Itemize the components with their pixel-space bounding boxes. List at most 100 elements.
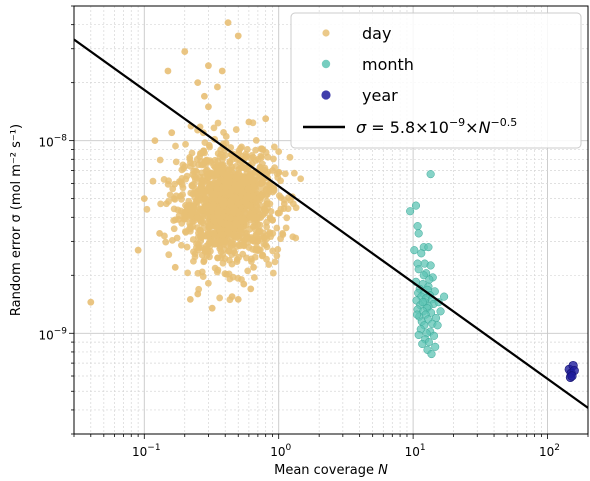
- day-point: [194, 269, 202, 277]
- day-point: [201, 203, 209, 210]
- legend: day month year σ = 5.8×10−9×N−0.5: [290, 12, 582, 149]
- day-point: [258, 252, 266, 260]
- day-point: [206, 253, 213, 261]
- day-point: [226, 214, 234, 222]
- day-point: [202, 167, 210, 175]
- day-point: [220, 220, 228, 228]
- day-point: [181, 48, 189, 55]
- day-point: [221, 255, 229, 262]
- day-point: [203, 156, 211, 164]
- day-point: [216, 294, 224, 302]
- day-point: [210, 179, 218, 187]
- day-point: [253, 203, 261, 210]
- x-tick-label: 10−1: [132, 443, 161, 459]
- month-point: [426, 170, 435, 179]
- day-point: [170, 195, 178, 203]
- month-point: [427, 350, 436, 359]
- day-point: [232, 219, 240, 227]
- day-point: [192, 167, 199, 175]
- day-point: [227, 199, 235, 207]
- day-point: [165, 198, 172, 205]
- day-point: [193, 155, 201, 163]
- day-point: [216, 196, 224, 203]
- day-point: [252, 146, 259, 154]
- month-point: [426, 261, 435, 270]
- series-day: [87, 19, 305, 312]
- day-point: [241, 197, 248, 205]
- day-point: [172, 158, 180, 166]
- day-point: [273, 224, 281, 232]
- day-point: [220, 237, 228, 245]
- day-point: [250, 192, 257, 200]
- day-point: [214, 119, 222, 127]
- day-point: [252, 157, 260, 164]
- day-point: [172, 142, 179, 150]
- day-point: [214, 83, 221, 91]
- month-point: [417, 249, 426, 258]
- day-point: [87, 298, 95, 306]
- day-point: [262, 115, 270, 123]
- day-point: [218, 67, 226, 75]
- day-point: [134, 246, 142, 254]
- day-point: [297, 175, 305, 183]
- day-point: [183, 206, 191, 213]
- day-point: [286, 153, 294, 161]
- day-point: [183, 243, 191, 251]
- day-point: [168, 236, 176, 244]
- y-axis-label: Random error σ (mol m⁻² s⁻¹): [9, 124, 24, 316]
- month-point: [406, 207, 415, 216]
- day-point: [205, 62, 212, 70]
- month-point: [413, 222, 422, 231]
- day-point: [240, 280, 248, 288]
- day-point: [259, 211, 267, 219]
- day-point: [164, 67, 172, 75]
- day-point: [218, 231, 226, 239]
- day-point: [237, 164, 245, 172]
- month-point: [411, 201, 421, 210]
- day-point: [175, 216, 182, 223]
- day-point: [252, 136, 260, 144]
- day-point: [248, 235, 255, 243]
- day-point: [194, 79, 202, 87]
- day-point: [237, 179, 245, 187]
- legend-marker-day: [322, 29, 330, 37]
- day-point: [290, 169, 298, 177]
- y-tick-label: 10−8: [38, 134, 67, 150]
- day-point: [228, 187, 236, 194]
- day-point: [258, 179, 266, 187]
- day-point: [234, 32, 242, 40]
- legend-box: [290, 12, 582, 149]
- day-point: [279, 230, 286, 237]
- day-point: [226, 172, 234, 180]
- day-point: [282, 224, 290, 232]
- day-point: [222, 179, 229, 187]
- day-point: [247, 285, 255, 293]
- month-point: [418, 339, 427, 349]
- month-point: [414, 265, 423, 274]
- day-point: [234, 274, 242, 282]
- day-point: [265, 180, 273, 188]
- day-point: [239, 215, 247, 223]
- day-point: [194, 290, 202, 298]
- day-point: [190, 180, 198, 188]
- day-point: [216, 152, 224, 160]
- day-point: [197, 196, 204, 204]
- day-point: [151, 137, 159, 145]
- series-year: [564, 360, 579, 383]
- day-point: [237, 225, 245, 233]
- day-point: [206, 247, 214, 255]
- day-point: [222, 133, 230, 140]
- legend-label-year: year: [362, 86, 398, 105]
- day-point: [191, 253, 199, 261]
- day-point: [191, 193, 199, 201]
- day-point: [200, 92, 208, 100]
- day-point: [225, 223, 233, 231]
- legend-marker-year: [321, 90, 331, 100]
- day-point: [186, 223, 194, 230]
- day-point: [200, 257, 208, 265]
- x-tick-label: 100: [270, 443, 291, 459]
- day-point: [187, 210, 195, 218]
- day-point: [251, 222, 259, 230]
- day-point: [262, 241, 270, 249]
- day-point: [177, 192, 184, 200]
